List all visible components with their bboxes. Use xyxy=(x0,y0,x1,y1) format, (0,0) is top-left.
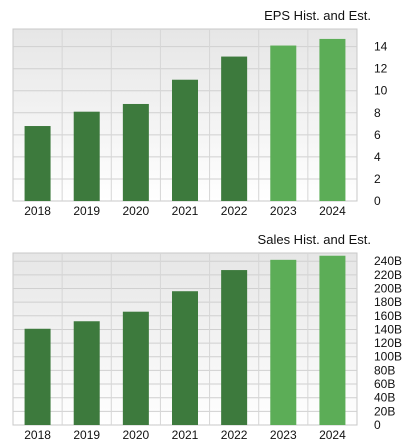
eps-ytick-label: 2 xyxy=(374,172,381,186)
sales-ytick-label: 140B xyxy=(374,322,402,336)
sales-bar-2022 xyxy=(221,270,248,425)
eps-ytick-label: 12 xyxy=(374,62,388,76)
eps-chart: EPS Hist. and Est. 0 2 4 6 8 10 12 14 2018 2019 20… xyxy=(12,8,388,218)
sales-xtick-label: 2018 xyxy=(24,428,51,442)
sales-ytick-label: 100B xyxy=(374,350,402,364)
eps-bar-2019 xyxy=(73,111,100,201)
sales-chart: Sales Hist. and Est. 020B40B60B80B100B12… xyxy=(12,232,402,442)
sales-plot-area: 020B40B60B80B100B120B140B160B180B200B220… xyxy=(12,252,402,442)
sales-bar-2018 xyxy=(24,328,51,425)
eps-bar-2024 xyxy=(319,38,346,201)
sales-bar-2019 xyxy=(73,321,100,425)
sales-xtick-label: 2022 xyxy=(221,428,248,442)
eps-xtick-label: 2020 xyxy=(123,204,150,218)
eps-ytick-label: 8 xyxy=(374,106,381,120)
eps-bar-2021 xyxy=(172,79,198,201)
sales-bar-2023 xyxy=(270,259,297,425)
sales-chart-title: Sales Hist. and Est. xyxy=(258,232,371,247)
eps-bar-2022 xyxy=(221,56,248,201)
eps-ytick-label: 10 xyxy=(374,84,388,98)
eps-xtick-label: 2024 xyxy=(319,204,346,218)
eps-ytick-label: 0 xyxy=(374,194,381,208)
sales-xtick-label: 2021 xyxy=(172,428,199,442)
eps-xtick-label: 2021 xyxy=(172,204,199,218)
eps-plot-area: 0 2 4 6 8 10 12 14 2018 2019 2020 2021 2022 2023 2024 xyxy=(12,28,388,218)
eps-chart-title: EPS Hist. and Est. xyxy=(264,8,371,23)
sales-ytick-label: 20B xyxy=(374,404,395,418)
sales-xtick-label: 2024 xyxy=(319,428,346,442)
sales-ytick-label: 60B xyxy=(374,377,395,391)
eps-bar-2020 xyxy=(122,103,149,201)
sales-ytick-label: 180B xyxy=(374,295,402,309)
eps-xtick-label: 2018 xyxy=(24,204,51,218)
sales-ytick-label: 240B xyxy=(374,254,402,268)
sales-bar-2024 xyxy=(319,255,346,425)
sales-ytick-label: 120B xyxy=(374,336,402,350)
sales-bar-2020 xyxy=(122,311,149,425)
eps-ytick-label: 4 xyxy=(374,150,381,164)
sales-ytick-label: 200B xyxy=(374,281,402,295)
eps-bar-2023 xyxy=(270,45,297,202)
sales-ytick-label: 160B xyxy=(374,309,402,323)
sales-xtick-label: 2023 xyxy=(270,428,297,442)
sales-xtick-label: 2019 xyxy=(73,428,100,442)
sales-ytick-label: 220B xyxy=(374,268,402,282)
eps-xtick-label: 2022 xyxy=(221,204,248,218)
sales-ytick-label: 40B xyxy=(374,391,395,405)
eps-bar-2018 xyxy=(24,126,51,201)
eps-xtick-label: 2023 xyxy=(270,204,297,218)
sales-xtick-label: 2020 xyxy=(123,428,150,442)
sales-bar-2021 xyxy=(172,291,198,425)
eps-ytick-label: 14 xyxy=(374,40,388,54)
sales-ytick-label: 0 xyxy=(374,418,381,432)
eps-xtick-label: 2019 xyxy=(73,204,100,218)
eps-ytick-label: 6 xyxy=(374,128,381,142)
sales-ytick-label: 80B xyxy=(374,363,395,377)
